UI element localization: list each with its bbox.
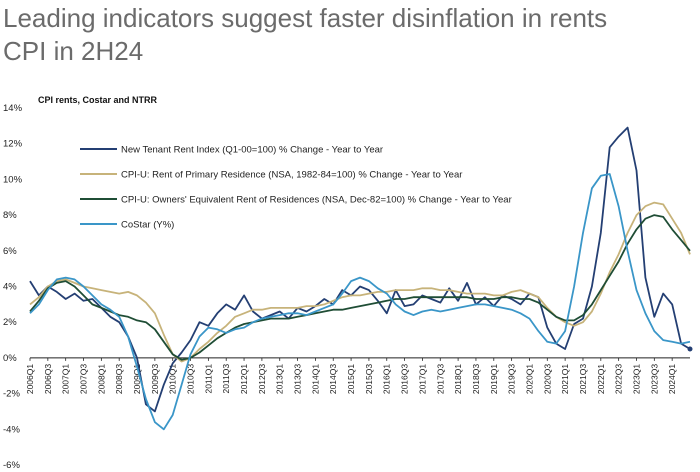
x-tick-label: 2022Q1 — [596, 364, 606, 395]
x-tick-label: 2021Q1 — [560, 364, 570, 395]
x-tick-label: 2010Q3 — [186, 364, 196, 395]
x-tick-label: 2016Q3 — [400, 364, 410, 395]
x-tick-label: 2008Q1 — [96, 364, 106, 395]
x-tick-label: 2019Q1 — [489, 364, 499, 395]
x-tick-label: 2012Q1 — [239, 364, 249, 395]
series-lines — [29, 126, 693, 431]
legend-label: CPI-U: Owners' Equivalent Rent of Reside… — [121, 195, 512, 206]
x-tick-label: 2014Q3 — [328, 364, 338, 395]
x-tick-label: 2021Q3 — [578, 364, 588, 395]
x-tick-label: 2012Q3 — [257, 364, 267, 395]
legend-label: CoStar (Y%) — [121, 220, 174, 231]
legend: New Tenant Rent Index (Q1-00=100) % Chan… — [80, 145, 512, 231]
x-tick-label: 2010Q1 — [168, 364, 178, 395]
x-tick-label: 2013Q1 — [275, 364, 285, 395]
x-tick-label: 2018Q3 — [471, 364, 481, 395]
y-tick-label: 0% — [3, 353, 17, 364]
x-tick-label: 2019Q3 — [507, 364, 517, 395]
legend-label: New Tenant Rent Index (Q1-00=100) % Chan… — [121, 145, 383, 156]
x-tick-label: 2024Q1 — [667, 364, 677, 395]
x-tick-label: 2009Q1 — [132, 364, 142, 395]
x-tick-label: 2017Q3 — [435, 364, 445, 395]
y-tick-label: 10% — [3, 174, 23, 185]
y-tick-label: 12% — [3, 139, 23, 150]
chart-headline: Leading indicators suggest faster disinf… — [3, 2, 697, 68]
x-tick-label: 2007Q3 — [79, 364, 89, 395]
headline-line-2: CPI in 2H24 — [3, 36, 144, 66]
x-tick-label: 2016Q1 — [382, 364, 392, 395]
y-tick-label: -2% — [3, 389, 20, 400]
x-tick-label: 2015Q1 — [346, 364, 356, 395]
x-tick-label: 2020Q1 — [524, 364, 534, 395]
x-axis-ticks: 2006Q1 2006Q3 2007Q1 2007Q3 2008Q1 2008Q3 2009… — [25, 357, 677, 395]
x-tick-label: 2015Q3 — [364, 364, 374, 395]
y-tick-label: 4% — [3, 282, 17, 293]
x-tick-label: 2006Q3 — [43, 364, 53, 395]
x-tick-label: 2023Q3 — [649, 364, 659, 395]
y-tick-label: 6% — [3, 246, 17, 257]
chart-title: CPI rents, Costar and NTRR — [38, 95, 158, 105]
x-tick-label: 2023Q1 — [631, 364, 641, 395]
x-tick-label: 2018Q1 — [453, 364, 463, 395]
x-tick-label: 2011Q3 — [221, 364, 231, 394]
legend-label: CPI-U: Rent of Primary Residence (NSA, 1… — [121, 170, 462, 181]
x-tick-label: 2020Q3 — [542, 364, 552, 395]
headline-line-1: Leading indicators suggest faster disinf… — [3, 3, 608, 33]
series-line-3 — [29, 214, 691, 361]
x-tick-label: 2022Q3 — [614, 364, 624, 395]
x-tick-label: 2006Q1 — [25, 364, 35, 395]
x-tick-label: 2009Q3 — [150, 364, 160, 395]
y-tick-label: 8% — [3, 210, 17, 221]
x-tick-label: 2007Q1 — [61, 364, 71, 395]
y-tick-label: 14% — [3, 103, 23, 114]
y-tick-label: -6% — [3, 460, 20, 471]
series-line-4 — [29, 173, 691, 431]
x-tick-label: 2013Q3 — [293, 364, 303, 395]
x-tick-label: 2014Q1 — [310, 364, 320, 395]
series-end-marker — [687, 346, 693, 352]
y-tick-label: 2% — [3, 317, 17, 328]
x-tick-label: 2017Q1 — [417, 364, 427, 395]
x-tick-label: 2008Q3 — [114, 364, 124, 395]
x-tick-label: 2011Q1 — [203, 364, 213, 394]
y-axis-ticks: -6% -4% -2% 0% 2% 4% 6% 8% 10% 12% 14% — [3, 103, 23, 471]
series-line-2 — [29, 201, 691, 363]
y-tick-label: -4% — [3, 424, 20, 435]
series-line-1 — [29, 126, 691, 413]
